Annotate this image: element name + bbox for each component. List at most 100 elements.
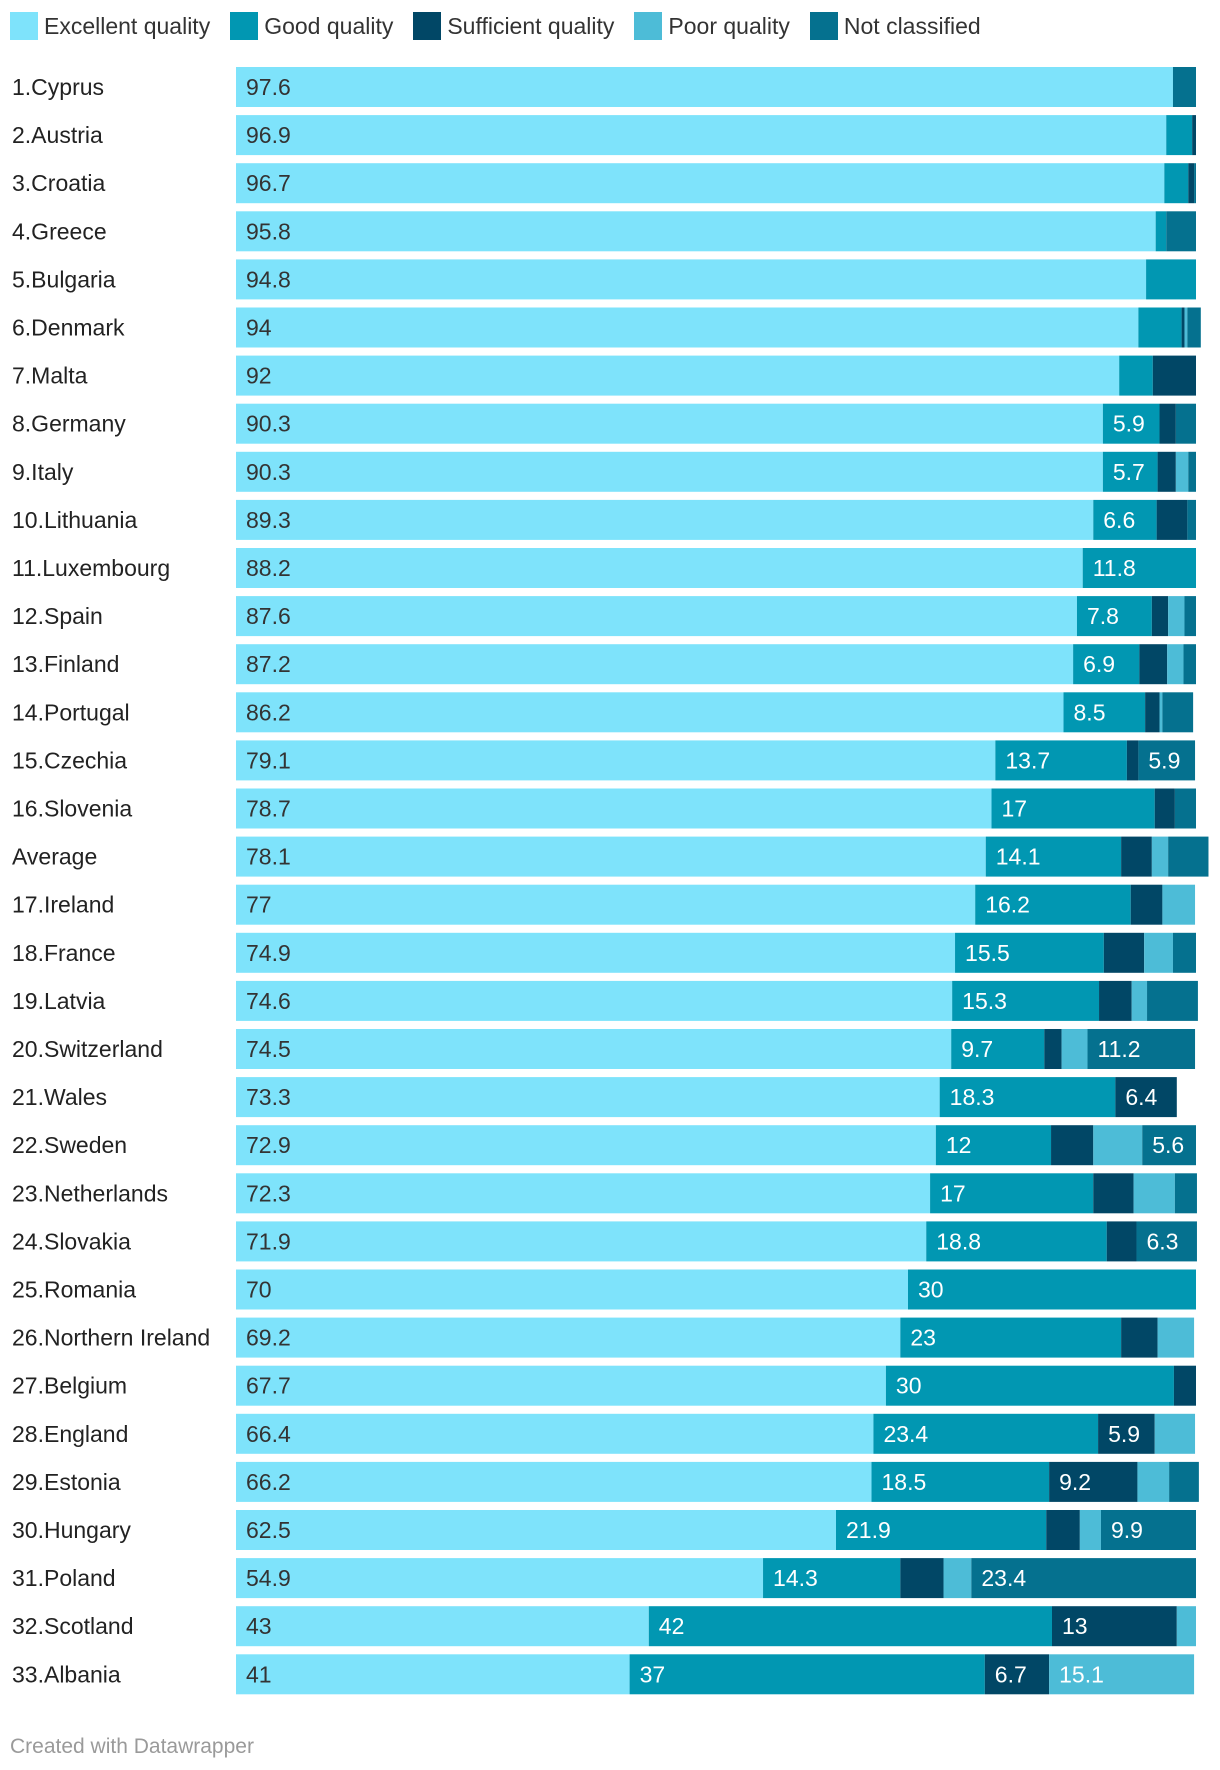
bar-label-good-quality-16-slovenia: 17	[1002, 796, 1028, 822]
bar-label-excellent-quality-27-belgium: 67.7	[246, 1373, 291, 1399]
bar-label-sufficient-quality-29-estonia: 9.2	[1059, 1469, 1091, 1495]
bar-label-excellent-quality-10-lithuania: 89.3	[246, 507, 291, 533]
row-label-10-lithuania: 10.Lithuania	[12, 507, 138, 533]
bar-segment-good-quality-2-austria	[1166, 115, 1193, 156]
bar-label-excellent-quality-22-sweden: 72.9	[246, 1132, 291, 1158]
legend-item-poor: Poor quality	[634, 12, 790, 40]
stacked-bar-chart: 1.Cyprus 97.6 2.Austria 96.9 3.Croatia 96.7 4.…	[12, 67, 1209, 1695]
bar-label-good-quality-average: 14.1	[996, 844, 1041, 870]
bar-segment-sufficient-quality-average	[1121, 836, 1152, 877]
bar-label-excellent-quality-2-austria: 96.9	[246, 122, 291, 148]
bar-label-good-quality-8-germany: 5.9	[1113, 411, 1145, 437]
bar-segment-good-quality-32-scotland	[648, 1606, 1052, 1647]
bar-segment-sufficient-quality-28-england	[1098, 1413, 1155, 1454]
bar-segment-not-classified-14-portugal	[1162, 692, 1194, 733]
row-label-13-finland: 13.Finland	[12, 651, 119, 677]
bar-segment-good-quality-4-greece	[1155, 211, 1167, 252]
bar-segment-good-quality-6-denmark	[1138, 307, 1182, 348]
bar-segment-excellent-quality-30-hungary	[236, 1510, 836, 1550]
bar-label-excellent-quality-6-denmark: 94	[246, 315, 272, 341]
bar-label-good-quality-9-italy: 5.7	[1113, 459, 1145, 485]
row-label-1-cyprus: 1.Cyprus	[12, 74, 104, 100]
bar-segment-poor-quality-32-scotland	[1176, 1606, 1196, 1647]
bar-label-good-quality-20-switzerland: 9.7	[961, 1036, 993, 1062]
bar-segment-sufficient-quality-2-austria	[1192, 115, 1196, 156]
row-label-14-portugal: 14.Portugal	[12, 699, 130, 725]
legend-swatch-sufficient	[413, 12, 442, 40]
bar-segment-good-quality-5-bulgaria	[1146, 259, 1196, 300]
legend-item-not-classified: Not classified	[809, 12, 981, 40]
bar-label-excellent-quality-28-england: 66.4	[246, 1421, 291, 1447]
bar-label-excellent-quality-21-wales: 73.3	[246, 1084, 291, 1110]
row-label-33-albania: 33.Albania	[12, 1661, 121, 1687]
bar-segment-good-quality-average	[985, 836, 1122, 877]
row-label-29-estonia: 29.Estonia	[12, 1469, 121, 1495]
bar-segment-excellent-quality-21-wales	[236, 1077, 940, 1118]
bar-segment-good-quality-19-latvia	[952, 980, 1100, 1021]
bar-segment-excellent-quality-7-malta	[236, 355, 1120, 396]
bar-segment-not-classified-12-spain	[1184, 596, 1196, 637]
bar-label-excellent-quality-1-cyprus: 97.6	[246, 74, 291, 100]
bar-segment-not-classified-22-sweden	[1142, 1125, 1196, 1166]
bar-segment-sufficient-quality-10-lithuania	[1156, 499, 1188, 540]
bar-label-sufficient-quality-28-england: 5.9	[1108, 1421, 1140, 1447]
bar-segment-excellent-quality-29-estonia	[236, 1461, 872, 1502]
bar-segment-sufficient-quality-32-scotland	[1052, 1606, 1177, 1647]
bar-segment-excellent-quality-1-cyprus	[236, 67, 1173, 107]
legend-swatch-excellent	[10, 12, 38, 40]
bar-segment-excellent-quality-31-poland	[236, 1558, 764, 1599]
bar-label-good-quality-19-latvia: 15.3	[962, 988, 1007, 1014]
row-label-3-croatia: 3.Croatia	[12, 170, 106, 196]
bar-segment-not-classified-9-italy	[1188, 451, 1196, 492]
bar-segment-sufficient-quality-22-sweden	[1051, 1125, 1094, 1166]
row-label-17-ireland: 17.Ireland	[12, 892, 114, 918]
bar-segment-poor-quality-17-ireland	[1162, 884, 1196, 925]
bar-segment-excellent-quality-12-spain	[236, 596, 1077, 637]
bar-segment-good-quality-8-germany	[1102, 403, 1160, 444]
bar-segment-sufficient-quality-18-france	[1103, 932, 1145, 973]
row-label-15-czechia: 15.Czechia	[12, 747, 127, 773]
bar-segment-excellent-quality-13-finland	[236, 644, 1074, 685]
bar-segment-excellent-quality-11-luxembourg	[236, 548, 1083, 588]
bar-segment-good-quality-24-slovakia	[926, 1221, 1107, 1262]
bar-segment-sufficient-quality-7-malta	[1152, 355, 1196, 396]
bar-segment-poor-quality-6-denmark	[1184, 307, 1188, 348]
chart-legend: Excellent quality Good quality Sufficien…	[10, 10, 1001, 42]
bar-segment-poor-quality-19-latvia	[1131, 980, 1148, 1021]
bar-segment-not-classified-average	[1168, 836, 1209, 877]
bar-label-excellent-quality-26-northern-ireland: 69.2	[246, 1325, 291, 1351]
bar-label-excellent-quality-4-greece: 95.8	[246, 218, 291, 244]
bar-segment-sufficient-quality-31-poland	[900, 1558, 944, 1599]
bar-label-not-classified-15-czechia: 5.9	[1148, 747, 1180, 773]
row-label-32-scotland: 32.Scotland	[12, 1613, 133, 1639]
bar-segment-excellent-quality-27-belgium	[236, 1365, 886, 1406]
bar-label-excellent-quality-24-slovakia: 71.9	[246, 1228, 291, 1254]
row-label-30-hungary: 30.Hungary	[12, 1517, 131, 1543]
bar-segment-excellent-quality-17-ireland	[236, 884, 976, 925]
bar-segment-excellent-quality-6-denmark	[236, 307, 1139, 348]
bar-label-not-classified-30-hungary: 9.9	[1111, 1517, 1143, 1543]
bar-label-excellent-quality-25-romania: 70	[246, 1277, 272, 1303]
bar-segment-good-quality-25-romania	[908, 1269, 1196, 1310]
row-label-27-belgium: 27.Belgium	[12, 1373, 127, 1399]
bar-segment-sufficient-quality-6-denmark	[1181, 307, 1185, 348]
bar-segment-excellent-quality-8-germany	[236, 403, 1103, 444]
bar-segment-poor-quality-33-albania	[1049, 1654, 1195, 1695]
bar-segment-poor-quality-9-italy	[1175, 451, 1189, 492]
bar-segment-excellent-quality-22-sweden	[236, 1125, 936, 1166]
row-label-25-romania: 25.Romania	[12, 1277, 136, 1303]
bar-segment-not-classified-29-estonia	[1169, 1461, 1199, 1502]
bar-label-excellent-quality-30-hungary: 62.5	[246, 1517, 291, 1543]
bar-segment-excellent-quality-16-slovenia	[236, 788, 992, 829]
bar-label-excellent-quality-13-finland: 87.2	[246, 651, 291, 677]
bar-label-good-quality-10-lithuania: 6.6	[1103, 507, 1135, 533]
bar-segment-excellent-quality-23-netherlands	[236, 1173, 931, 1214]
bar-segment-sufficient-quality-26-northern-ireland	[1121, 1317, 1158, 1358]
row-label-11-luxembourg: 11.Luxembourg	[12, 555, 170, 581]
bar-label-good-quality-30-hungary: 21.9	[846, 1517, 891, 1543]
bar-segment-good-quality-29-estonia	[871, 1461, 1050, 1502]
bar-segment-not-classified-1-cyprus	[1172, 67, 1196, 107]
legend-item-excellent: Excellent quality	[10, 12, 210, 40]
bar-label-excellent-quality-3-croatia: 96.7	[246, 170, 291, 196]
bar-segment-not-classified-30-hungary	[1100, 1510, 1196, 1550]
